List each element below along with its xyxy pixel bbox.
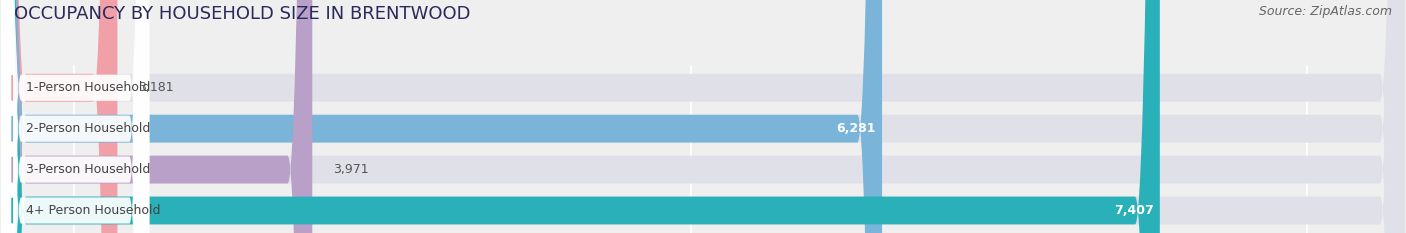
- Text: 7,407: 7,407: [1114, 204, 1154, 217]
- FancyBboxPatch shape: [1, 0, 118, 233]
- FancyBboxPatch shape: [1, 0, 149, 233]
- Text: 2-Person Household: 2-Person Household: [25, 122, 150, 135]
- Text: 1-Person Household: 1-Person Household: [25, 81, 150, 94]
- Text: 3-Person Household: 3-Person Household: [25, 163, 150, 176]
- Text: 3,181: 3,181: [138, 81, 174, 94]
- FancyBboxPatch shape: [1, 0, 1160, 233]
- Text: 4+ Person Household: 4+ Person Household: [25, 204, 160, 217]
- FancyBboxPatch shape: [1, 0, 149, 233]
- FancyBboxPatch shape: [1, 0, 312, 233]
- FancyBboxPatch shape: [1, 0, 149, 233]
- FancyBboxPatch shape: [1, 0, 882, 233]
- Text: 6,281: 6,281: [837, 122, 876, 135]
- Text: OCCUPANCY BY HOUSEHOLD SIZE IN BRENTWOOD: OCCUPANCY BY HOUSEHOLD SIZE IN BRENTWOOD: [14, 5, 471, 23]
- Text: Source: ZipAtlas.com: Source: ZipAtlas.com: [1258, 5, 1392, 18]
- Text: 3,971: 3,971: [333, 163, 368, 176]
- FancyBboxPatch shape: [1, 0, 149, 233]
